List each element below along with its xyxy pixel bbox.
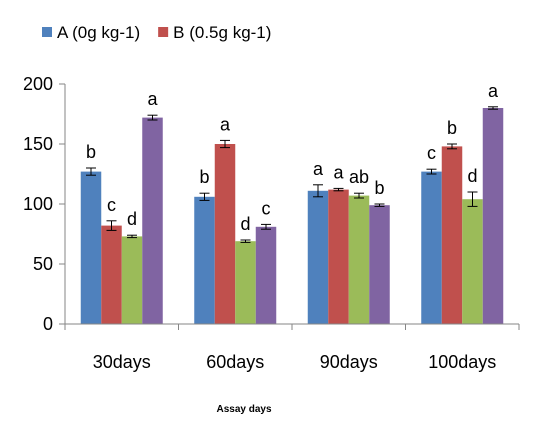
- significance-label: b: [447, 118, 457, 138]
- bar: [101, 225, 122, 324]
- significance-label: b: [86, 142, 96, 162]
- y-tick-label: 50: [33, 254, 53, 274]
- significance-label: ab: [349, 167, 369, 187]
- y-tick-label: 200: [23, 74, 53, 94]
- legend: A (0g kg-1) B (0.5g kg-1): [42, 23, 271, 42]
- bar: [235, 241, 256, 324]
- legend-entry: B (0.5g kg-1): [173, 23, 271, 42]
- x-axis: 30days 60days 90days 100days: [64, 323, 520, 372]
- y-tick-label: 0: [43, 314, 53, 334]
- bar: [441, 146, 463, 324]
- significance-label: d: [127, 209, 137, 229]
- significance-label: d: [467, 166, 477, 186]
- bar: [348, 195, 370, 324]
- bar: [194, 196, 215, 324]
- significance-label: a: [313, 159, 324, 179]
- bar: [462, 199, 483, 324]
- bar: [121, 236, 143, 324]
- legend-swatch: [158, 27, 169, 37]
- x-tick-label: 30days: [93, 352, 151, 372]
- bar: [328, 189, 349, 324]
- x-axis-label: Assay days: [216, 404, 271, 415]
- significance-label: d: [240, 214, 250, 234]
- bar: [482, 108, 504, 324]
- significance-label: c: [427, 143, 436, 163]
- bar: [255, 226, 277, 324]
- significance-label: a: [333, 162, 344, 182]
- x-tick-label: 100days: [428, 352, 496, 372]
- x-tick-label: 90days: [320, 352, 378, 372]
- significance-label: c: [107, 195, 116, 215]
- x-tick-label: 60days: [206, 352, 264, 372]
- bar: [214, 144, 236, 324]
- bar: [80, 171, 102, 324]
- significance-label: c: [262, 198, 271, 218]
- y-tick-label: 100: [23, 194, 53, 214]
- bar: [421, 171, 442, 324]
- significance-label: a: [147, 89, 158, 109]
- bar: [307, 190, 329, 324]
- significance-label: a: [220, 114, 231, 134]
- bar: [142, 117, 163, 324]
- bar: [369, 205, 390, 324]
- y-axis: 0 50 100 150 200: [23, 74, 66, 334]
- y-tick-label: 150: [23, 134, 53, 154]
- significance-label: b: [199, 167, 209, 187]
- legend-entry: A (0g kg-1): [57, 23, 140, 42]
- significance-label: a: [488, 81, 499, 101]
- legend-swatch: [42, 27, 52, 37]
- significance-label: b: [374, 178, 384, 198]
